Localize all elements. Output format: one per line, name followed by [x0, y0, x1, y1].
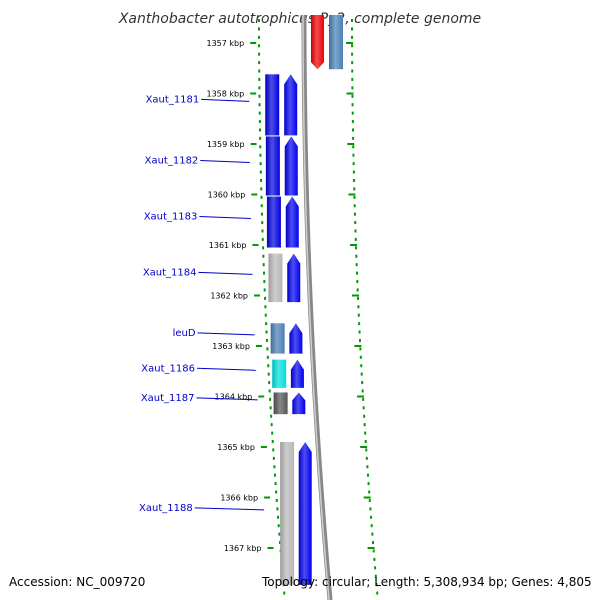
gene-label: Xaut_1184: [143, 267, 197, 278]
kbp-tick-label: 1360 kbp: [208, 191, 246, 200]
gene-leader-line: [194, 507, 265, 511]
gene-label: Xaut_1187: [141, 393, 195, 404]
gene-leader-line: [196, 397, 258, 401]
gene-arrow: [292, 392, 306, 415]
gene-arrow: [284, 136, 298, 196]
gene-label: Xaut_1188: [139, 503, 193, 514]
gene-bar: [280, 441, 295, 585]
kbp-tick-label: 1361 kbp: [209, 241, 247, 250]
kbp-tick-label: 1358 kbp: [206, 90, 244, 99]
topology-text: Topology: circular; Length: 5,308,934 bp…: [262, 575, 592, 589]
gene-bar: [265, 136, 280, 196]
kbp-tick-label: 1364 kbp: [215, 393, 253, 402]
gene-bar: [270, 323, 285, 354]
gene-leader-line: [199, 216, 251, 220]
kbp-tick-label: 1359 kbp: [207, 140, 245, 149]
gene-leader-line: [200, 159, 250, 163]
kbp-tick-label: 1366 kbp: [220, 494, 258, 503]
gene-leader-line: [198, 271, 253, 275]
gene-label: Xaut_1183: [144, 212, 198, 223]
gene-label: leuD: [173, 328, 196, 339]
genome-backbone: [301, 15, 333, 600]
gene-leader-line: [201, 98, 250, 102]
gene-labels: Xaut_1181 Xaut_1182 Xaut_1183 Xaut_1184 leuD…: [139, 94, 265, 514]
gene-arrow: [285, 196, 299, 248]
gene-arrow: [289, 323, 303, 354]
gene-label: Xaut_1186: [141, 363, 195, 374]
kbp-tick-label: 1365 kbp: [217, 443, 255, 452]
gene-arrow: [290, 359, 304, 388]
tick-dot-tracks: [258, 19, 379, 600]
gene-arrow: [287, 253, 301, 303]
gene-bar: [268, 253, 283, 303]
map-title: Xanthobacter autotrophicus Py2, complete…: [118, 11, 481, 27]
partial-feature: [311, 15, 324, 70]
gene-arrow: [284, 74, 298, 136]
gene-leader-line: [196, 367, 257, 371]
kbp-tick-label: 1367 kbp: [224, 544, 262, 553]
backbone-line: [301, 15, 333, 600]
gene-label: Xaut_1181: [146, 94, 200, 105]
gene-bar: [265, 74, 280, 136]
gene-arrow: [298, 441, 312, 585]
gene-bar: [266, 196, 281, 248]
kbp-ticks: 1357 kbp 1358 kbp 1359 kbp 1360 kbp 1361 kbp…: [206, 39, 375, 553]
gene-bar: [272, 359, 287, 388]
accession-text: Accession: NC_009720: [9, 575, 146, 589]
backbone-highlight: [302, 15, 330, 600]
gene-bar: [273, 392, 288, 415]
partial-feature: [329, 15, 343, 70]
kbp-tick-label: 1357 kbp: [206, 39, 244, 48]
kbp-tick-label: 1362 kbp: [210, 292, 248, 301]
gene-label: Xaut_1182: [145, 155, 199, 166]
gene-features: [265, 15, 343, 585]
gene-leader-line: [197, 332, 255, 336]
kbp-tick-label: 1363 kbp: [212, 342, 250, 351]
